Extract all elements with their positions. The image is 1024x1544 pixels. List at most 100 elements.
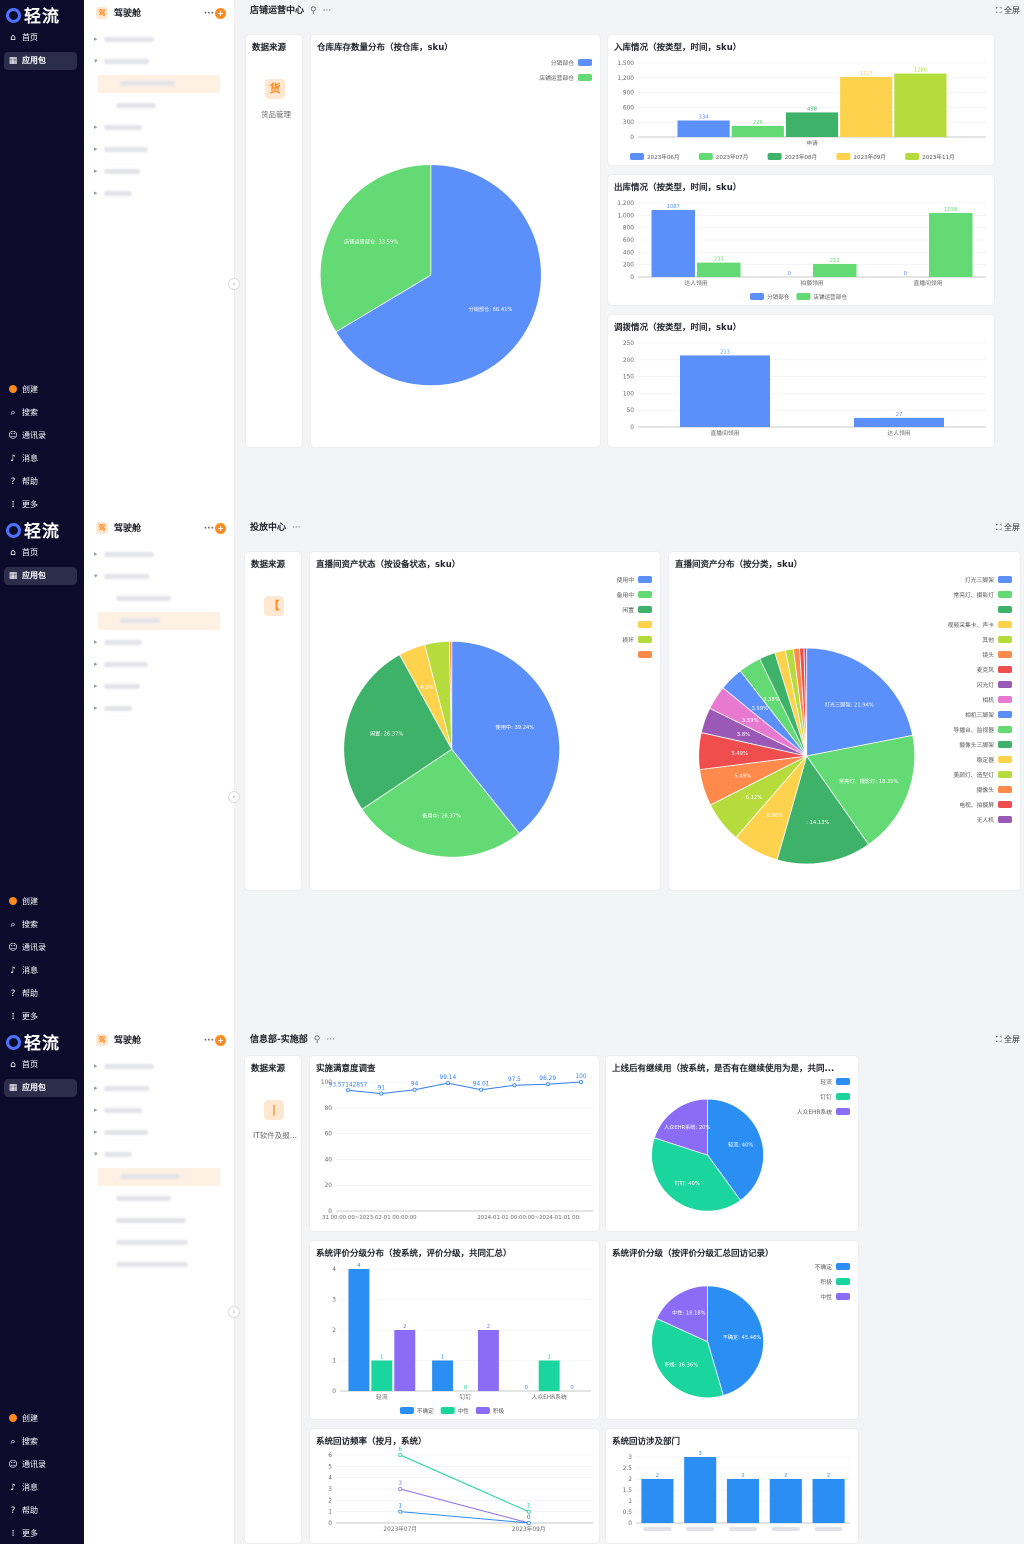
bar[interactable] (651, 209, 696, 277)
legend-swatch[interactable] (998, 741, 1012, 748)
tree-item[interactable] (94, 1212, 224, 1228)
legend-swatch[interactable] (638, 576, 652, 583)
data-point[interactable] (526, 1521, 531, 1526)
legend-swatch[interactable] (998, 756, 1012, 763)
tree-add-button[interactable]: + (215, 8, 226, 19)
nav-item-contacts[interactable]: ☺ 通讯录 (4, 427, 77, 445)
pie-slice[interactable] (656, 1285, 708, 1343)
app-logo[interactable]: 轻流 (6, 1029, 60, 1054)
edit-icon[interactable]: ⚲ (310, 6, 317, 16)
legend-swatch[interactable] (638, 606, 652, 613)
tree-add-button[interactable]: + (215, 523, 226, 534)
tree-item[interactable]: ▸ (94, 163, 224, 179)
nav-item-more[interactable]: ⁞ 更多 (4, 1525, 77, 1543)
legend-swatch[interactable] (998, 576, 1012, 583)
tree-item[interactable]: ▾ (94, 1146, 224, 1162)
tree-item[interactable]: ▸ (94, 546, 224, 562)
tree-item[interactable]: ▸ (94, 31, 224, 47)
nav-item-help[interactable]: ? 帮助 (4, 985, 77, 1003)
legend-swatch[interactable] (998, 636, 1012, 643)
header-more-button[interactable]: ··· (292, 523, 301, 533)
tree-item[interactable]: ▸ (94, 119, 224, 135)
data-source-label[interactable]: IT软件及报... (253, 1131, 297, 1140)
tree-item[interactable] (98, 1168, 220, 1186)
bar[interactable] (371, 1360, 393, 1392)
data-point[interactable] (398, 1487, 403, 1492)
bar[interactable] (432, 1360, 454, 1392)
tree-item[interactable]: ▸ (94, 634, 224, 650)
pie-slice[interactable] (451, 640, 561, 835)
fullscreen-button[interactable]: ⛶ 全屏 (995, 6, 1020, 15)
nav-item-create[interactable]: 创建 (4, 381, 77, 399)
tree-item[interactable]: ▸ (94, 678, 224, 694)
tree-item[interactable]: ▾ (94, 53, 224, 69)
bar[interactable] (840, 76, 893, 137)
legend-swatch[interactable] (750, 293, 764, 300)
legend-swatch[interactable] (638, 651, 652, 658)
data-point[interactable] (379, 1091, 384, 1096)
data-point[interactable] (545, 1082, 550, 1087)
bar[interactable] (854, 417, 944, 427)
nav-item-apps[interactable]: ▦ 应用包 (4, 52, 77, 70)
data-point[interactable] (479, 1087, 484, 1092)
tree-item[interactable] (98, 75, 220, 93)
legend-swatch[interactable] (836, 1108, 850, 1115)
nav-item-contacts[interactable]: ☺ 通讯录 (4, 1456, 77, 1474)
nav-item-more[interactable]: ⁞ 更多 (4, 496, 77, 514)
tree-item[interactable]: ▸ (94, 1058, 224, 1074)
tree-item[interactable] (98, 612, 220, 630)
series-line[interactable] (400, 1511, 529, 1524)
data-source-icon[interactable]: | (264, 1100, 284, 1120)
pie-slice[interactable] (448, 640, 453, 750)
tree-item[interactable] (94, 97, 224, 113)
legend-swatch[interactable] (630, 153, 644, 160)
nav-item-create[interactable]: 创建 (4, 893, 77, 911)
tree-add-button[interactable]: + (215, 1035, 226, 1046)
data-source-icon[interactable]: 货 (265, 79, 285, 99)
bar[interactable] (538, 1360, 560, 1392)
nav-item-help[interactable]: ? 帮助 (4, 1502, 77, 1520)
pie-slice[interactable] (653, 1098, 708, 1156)
bar[interactable] (769, 1479, 802, 1523)
bar[interactable] (477, 1330, 499, 1391)
nav-item-home[interactable]: ⌂ 首页 (4, 1056, 77, 1074)
header-more-button[interactable]: ··· (326, 1035, 335, 1045)
legend-swatch[interactable] (998, 651, 1012, 658)
tree-more-button[interactable]: ··· (203, 1036, 214, 1046)
pie-slice[interactable] (319, 164, 432, 333)
legend-swatch[interactable] (836, 1263, 850, 1270)
edit-icon[interactable]: ⚲ (313, 1035, 321, 1045)
series-line[interactable] (400, 1454, 529, 1513)
legend-swatch[interactable] (836, 1293, 850, 1300)
pie-slice[interactable] (806, 647, 914, 757)
legend-swatch[interactable] (998, 606, 1012, 613)
pie-slice[interactable] (343, 654, 453, 810)
collapse-sidebar-button[interactable]: ‹ (228, 277, 240, 290)
legend-swatch[interactable] (638, 636, 652, 643)
pie-slice[interactable] (651, 1137, 742, 1212)
pie-slice[interactable] (335, 164, 542, 387)
tree-more-button[interactable]: ··· (203, 9, 214, 19)
legend-swatch[interactable] (440, 1407, 455, 1414)
bar[interactable] (697, 262, 741, 277)
tree-item[interactable] (94, 590, 224, 606)
bar[interactable] (641, 1479, 674, 1523)
fullscreen-button[interactable]: ⛶ 全屏 (995, 523, 1020, 532)
legend-swatch[interactable] (578, 74, 592, 81)
data-point[interactable] (398, 1509, 403, 1514)
tree-item[interactable] (94, 1256, 224, 1272)
nav-item-bell[interactable]: ♪ 消息 (4, 1479, 77, 1497)
tree-item[interactable]: ▸ (94, 185, 224, 201)
data-point[interactable] (445, 1081, 450, 1086)
nav-item-bell[interactable]: ♪ 消息 (4, 962, 77, 980)
pie-slice[interactable] (776, 755, 870, 865)
data-point[interactable] (398, 1452, 403, 1457)
data-point[interactable] (346, 1088, 351, 1093)
nav-item-more[interactable]: ⁞ 更多 (4, 1008, 77, 1026)
nav-item-create[interactable]: 创建 (4, 1410, 77, 1428)
legend-swatch[interactable] (836, 1278, 850, 1285)
tree-item[interactable]: ▸ (94, 141, 224, 157)
legend-swatch[interactable] (836, 1093, 850, 1100)
pie-slice[interactable] (707, 1098, 764, 1201)
bar[interactable] (684, 1457, 717, 1523)
